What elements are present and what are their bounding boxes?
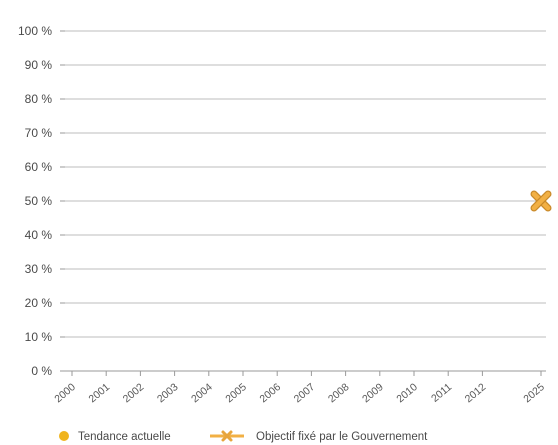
legend: Tendance actuelle Objectif fixé par le G… — [59, 430, 428, 443]
x-tick-label: 2004 — [189, 381, 215, 405]
data-points — [530, 190, 552, 212]
y-tick-label: 60 % — [25, 160, 53, 174]
y-axis: 0 % 10 % 20 % 30 % 40 % 50 % 60 % 70 % 80 % 90 % 1… — [18, 24, 65, 378]
x-tick-label: 2012 — [463, 381, 489, 405]
x-tick-label: 2006 — [258, 381, 284, 405]
legend-marker-tendance — [59, 431, 69, 441]
x-tick-label: 2008 — [326, 381, 352, 405]
y-tick-label: 80 % — [25, 92, 53, 106]
legend-label-tendance: Tendance actuelle — [78, 431, 171, 443]
y-tick-label: 50 % — [25, 194, 53, 208]
x-tick-label: 2025 — [521, 381, 547, 405]
x-tick-label: 2010 — [394, 381, 420, 405]
x-tick-label: 2001 — [87, 381, 113, 405]
y-tick-label: 0 % — [31, 364, 52, 378]
x-tick-label: 2002 — [121, 381, 147, 405]
y-tick-label: 70 % — [25, 126, 53, 140]
x-tick-label: 2007 — [292, 381, 318, 405]
x-tick-label: 2011 — [429, 381, 454, 405]
y-tick-label: 40 % — [25, 228, 53, 242]
y-tick-label: 20 % — [25, 296, 53, 310]
y-tick-label: 90 % — [25, 58, 53, 72]
grid-lines — [65, 30, 546, 338]
y-tick-label: 30 % — [25, 262, 53, 276]
x-axis: 2000 2001 2002 2003 2004 2005 2006 2007 2008 2009… — [52, 371, 547, 405]
x-tick-label: 2000 — [52, 381, 78, 405]
data-point-objectif — [530, 190, 552, 212]
legend-marker-objectif-x — [221, 430, 233, 442]
y-tick-label: 10 % — [25, 330, 53, 344]
legend-label-objectif: Objectif fixé par le Gouvernement — [256, 431, 428, 443]
y-tick-label: 100 % — [18, 24, 52, 38]
x-tick-label: 2009 — [360, 381, 386, 405]
x-tick-label: 2005 — [223, 381, 249, 405]
x-tick-label: 2003 — [155, 381, 181, 405]
